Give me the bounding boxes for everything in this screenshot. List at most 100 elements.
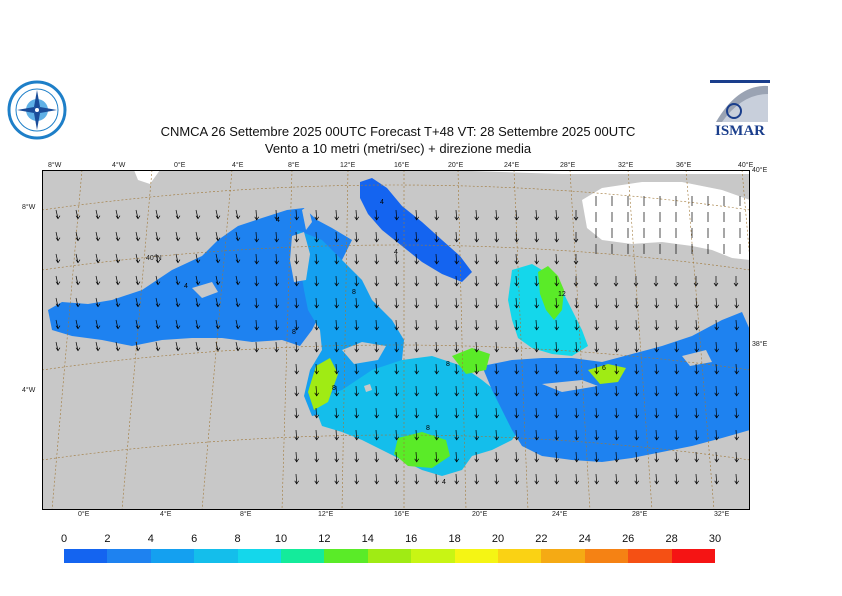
compass-rose-emblem-icon — [7, 80, 67, 140]
wind-arrow — [295, 275, 298, 286]
color-scale-segment — [281, 549, 325, 563]
wind-arrow-head — [554, 458, 559, 463]
wind-arrow — [95, 341, 99, 351]
wind-arrow — [735, 363, 738, 374]
wind-arrow-head — [55, 259, 61, 264]
wind-arrow — [135, 231, 139, 241]
wind-arrow-head — [95, 237, 101, 242]
wind-arrow-head — [414, 436, 419, 441]
wind-arrow-head — [274, 282, 279, 287]
wind-arrow — [695, 341, 698, 352]
top-lon-label: 8°E — [288, 162, 300, 169]
wind-arrow-head — [534, 282, 539, 287]
wind-arrow — [675, 385, 678, 396]
wind-arrow — [375, 429, 378, 440]
color-scale-tick-label: 18 — [448, 533, 461, 545]
wind-arrow-head — [534, 370, 539, 375]
wind-arrow-head — [414, 370, 419, 375]
wind-arrow-head — [674, 370, 679, 375]
wind-arrow — [555, 319, 558, 330]
wind-arrow — [635, 319, 638, 330]
wind-arrow-head — [514, 260, 519, 265]
wind-arrow-head — [434, 238, 439, 243]
wind-arrow-head — [734, 348, 739, 353]
wind-arrow-head — [175, 325, 181, 330]
wind-arrow-head — [294, 304, 299, 309]
wind-arrow-head — [95, 347, 101, 352]
wind-arrow — [375, 407, 378, 418]
wind-arrow-head — [594, 436, 599, 441]
color-scale-segment — [237, 549, 282, 563]
wind-arrow — [655, 473, 658, 484]
wind-arrow — [235, 319, 239, 329]
wind-arrow — [375, 319, 378, 330]
wind-arrow — [515, 385, 518, 396]
wind-arrow-head — [195, 325, 201, 330]
wind-arrow-head — [274, 304, 279, 309]
wind-arrow-head — [235, 237, 241, 242]
color-scale-segment — [150, 549, 195, 563]
wind-arrow — [335, 297, 338, 308]
wind-arrow-head — [614, 348, 619, 353]
wind-arrow-head — [414, 392, 419, 397]
wind-arrow-head — [414, 260, 419, 265]
wind-map: 4 4 4 4 8 8 8 8 12 6 4 8 — [42, 170, 750, 510]
wind-arrow-head — [614, 326, 619, 331]
wind-arrow — [555, 429, 558, 440]
wind-arrow-head — [494, 436, 499, 441]
wind-arrow — [575, 297, 578, 308]
color-scale-tick-label: 28 — [665, 533, 678, 545]
top-lon-label: 36°E — [676, 162, 692, 169]
wind-arrow — [315, 407, 318, 418]
wind-arrow — [415, 363, 418, 374]
wind-arrow — [535, 275, 538, 286]
wind-arrow — [395, 407, 398, 418]
wind-arrow-head — [554, 282, 559, 287]
wind-arrow-head — [374, 326, 379, 331]
wind-arrow — [55, 275, 59, 285]
wind-arrow-head — [674, 458, 679, 463]
wind-arrow-head — [75, 259, 81, 264]
wind-arrow — [655, 363, 658, 374]
wind-arrow — [315, 319, 318, 330]
wind-arrow — [415, 231, 418, 242]
wind-arrow-head — [314, 480, 319, 485]
wind-arrow — [715, 385, 718, 396]
wind-arrow — [135, 275, 139, 285]
wind-arrow — [375, 341, 378, 352]
wind-arrow-head — [514, 436, 519, 441]
wind-arrow-head — [374, 392, 379, 397]
wind-arrow-head — [454, 304, 459, 309]
wind-arrow-head — [734, 414, 739, 419]
wind-arrow-head — [414, 282, 419, 287]
wind-arrow-head — [374, 238, 379, 243]
color-scale-tick-label: 30 — [708, 533, 722, 545]
wind-arrow — [475, 209, 478, 220]
wind-arrow-head — [414, 458, 419, 463]
wind-arrow-head — [394, 392, 399, 397]
wind-arrow — [175, 319, 179, 329]
wind-arrow-head — [195, 215, 201, 220]
wind-arrow — [75, 209, 79, 219]
wind-arrow-head — [374, 304, 379, 309]
color-scale-segment — [107, 549, 151, 563]
wind-arrow — [435, 473, 438, 484]
wind-arrow — [335, 429, 338, 440]
wind-arrow — [155, 319, 159, 329]
wind-arrow — [555, 209, 558, 220]
wind-arrow — [295, 297, 298, 308]
wind-arrow — [555, 363, 558, 374]
left-lat-label: 8°W — [22, 204, 36, 211]
wind-arrow-head — [573, 282, 579, 287]
wind-arrow — [255, 253, 258, 264]
island-baleares — [192, 282, 218, 298]
wind-arrow — [655, 319, 658, 330]
wind-arrow — [355, 385, 358, 396]
wind-arrow — [335, 209, 338, 220]
wind-arrow — [715, 473, 718, 484]
wind-arrow-head — [714, 326, 719, 331]
wind-arrow-head — [155, 303, 161, 308]
wind-arrow — [135, 209, 139, 219]
wind-arrow — [455, 319, 458, 330]
wind-arrow-head — [135, 237, 141, 242]
